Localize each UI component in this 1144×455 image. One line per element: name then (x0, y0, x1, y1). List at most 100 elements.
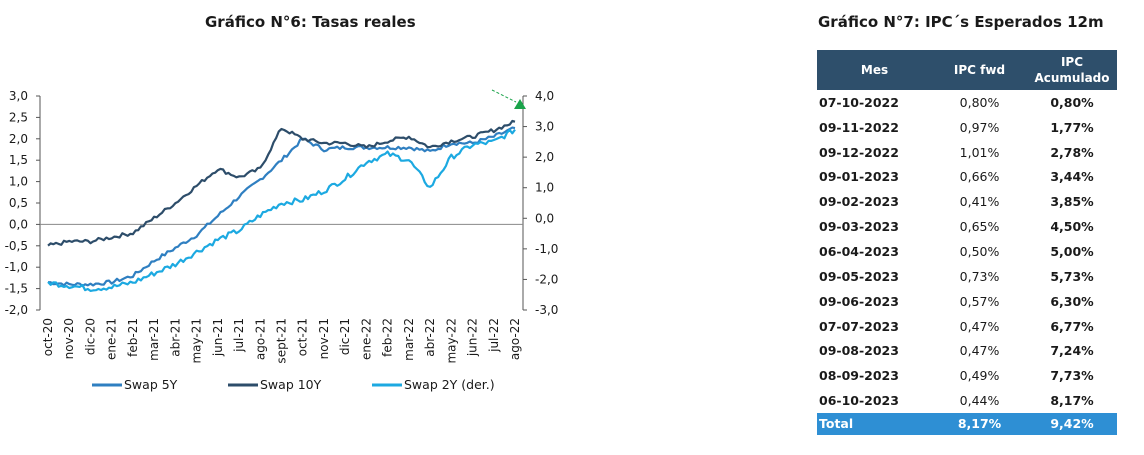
table-cell: 6,77% (1050, 318, 1094, 334)
x-tick-label: jun-22 (466, 318, 480, 357)
x-tick-label: feb-22 (381, 318, 395, 357)
table-cell: 0,44% (959, 393, 1000, 409)
table-cell: 07-07-2023 (819, 318, 899, 334)
table-cell: 5,00% (1050, 243, 1094, 259)
y-left-tick-label: -0,5 (5, 239, 28, 253)
x-tick-label: sept-21 (275, 318, 289, 364)
y-right-tick-label: -2,0 (535, 272, 558, 286)
col-ipc-acumulado-header: IPC Acumulado (1027, 50, 1117, 90)
ipc-table: Mes IPC fwd IPC Acumulado 07-10-2022 0,80% 0… (817, 50, 1117, 435)
table-cell: 0,80% (1050, 94, 1094, 110)
table-cell: 0,49% (959, 368, 1000, 384)
y-left-tick-label: -1,5 (5, 282, 28, 296)
y-left-tick-label: 0,0 (9, 217, 28, 231)
table-row: 09-11-2022 0,97% 1,77% (817, 115, 1117, 140)
x-tick-label: nov-20 (62, 318, 76, 359)
table-row: 09-06-2023 0,57% 6,30% (817, 289, 1117, 314)
chart-title: Gráfico N°6: Tasas reales (205, 13, 416, 31)
table-row: 09-05-2023 0,73% 5,73% (817, 264, 1117, 289)
table-cell: 09-03-2023 (819, 219, 899, 235)
table-cell: 0,47% (959, 343, 1000, 359)
table-header-row: Mes IPC fwd IPC Acumulado (817, 50, 1117, 90)
table-cell: 2,78% (1050, 144, 1094, 160)
table-row: 09-01-2023 0,66% 3,44% (817, 165, 1117, 190)
table-row: 07-07-2023 0,47% 6,77% (817, 314, 1117, 339)
table-row: 07-10-2022 0,80% 0,80% (817, 90, 1117, 115)
table-cell: 8,17% (1050, 393, 1094, 409)
table-cell: 09-02-2023 (819, 194, 899, 210)
table-cell: 0,73% (959, 268, 1000, 284)
table-cell: 09-12-2022 (819, 144, 899, 160)
table-cell: 0,50% (959, 243, 1000, 259)
x-tick-label: jul-22 (487, 318, 501, 353)
table-cell: 6,30% (1050, 293, 1094, 309)
line-chart: 3,0 2,5 2,0 1,5 1,0 0,5 0,0 -0,5 -1,0 -1,5 -2,0 4,0… (5, 89, 559, 392)
table-total-cell: Total (817, 412, 932, 435)
x-tick-label: feb-21 (126, 318, 140, 357)
table-cell: 09-06-2023 (819, 293, 899, 309)
x-tick-label: ene-22 (359, 318, 373, 360)
table-row: 09-02-2023 0,41% 3,85% (817, 189, 1117, 214)
legend-label: Swap 2Y (der.) (404, 377, 495, 392)
y-left-tick-label: 1,5 (9, 153, 28, 167)
table-cell: 06-04-2023 (819, 243, 899, 259)
table-row: 09-08-2023 0,47% 7,24% (817, 338, 1117, 363)
y-right-tick-label: -1,0 (535, 242, 558, 256)
table-cell: 3,44% (1050, 169, 1094, 185)
x-tick-label: abr-22 (423, 318, 437, 357)
y-left-tick-label: 3,0 (9, 89, 28, 103)
legend-label: Swap 10Y (260, 377, 322, 392)
table-cell: 3,85% (1050, 194, 1094, 210)
series-line-swap-5y (48, 126, 516, 288)
x-tick-label: may-21 (190, 318, 204, 364)
y-right-tick-label: 3,0 (535, 120, 554, 134)
table-cell: 08-09-2023 (819, 368, 899, 384)
table-cell: 0,66% (959, 169, 1000, 185)
table-total-cell: 8,17% (932, 412, 1027, 435)
y-left-tick-label: -1,0 (5, 260, 28, 274)
table-cell: 0,97% (959, 119, 1000, 135)
x-tick-label: oct-21 (296, 318, 310, 356)
y-right-tick-label: 4,0 (535, 89, 554, 103)
table-cell: 0,47% (959, 318, 1000, 334)
table-cell: 09-11-2022 (819, 119, 899, 135)
table-cell: 06-10-2023 (819, 393, 899, 409)
series-line-swap-10y (47, 119, 516, 247)
table-cell: 1,77% (1050, 119, 1094, 135)
series-line-swap-2y-der- (47, 128, 516, 292)
table-total-row: Total 8,17% 9,42% (817, 412, 1117, 435)
table-row: 06-10-2023 0,44% 8,17% (817, 388, 1117, 413)
y-left-tick-label: 2,0 (9, 132, 28, 146)
table-row: 08-09-2023 0,49% 7,73% (817, 363, 1117, 388)
table-cell: 7,73% (1050, 368, 1094, 384)
x-tick-label: jun-21 (211, 318, 225, 357)
y-left-tick-label: -2,0 (5, 303, 28, 317)
table-cell: 4,50% (1050, 219, 1094, 235)
y-right-tick-label: 2,0 (535, 150, 554, 164)
table-cell: 7,24% (1050, 343, 1094, 359)
x-tick-label: dic-21 (338, 318, 352, 355)
table-cell: 0,80% (959, 94, 1000, 110)
x-tick-label: oct-20 (41, 318, 55, 356)
y-left-tick-label: 0,5 (9, 196, 28, 210)
table-cell: 09-05-2023 (819, 268, 899, 284)
annotation-arrow-head (514, 99, 526, 109)
x-tick-label: ago-22 (508, 318, 522, 360)
x-tick-label: ene-21 (105, 318, 119, 360)
x-tick-label: ago-21 (253, 318, 267, 360)
legend-label: Swap 5Y (124, 377, 178, 392)
x-tick-label: mar-21 (147, 318, 161, 361)
x-tick-label: nov-21 (317, 318, 331, 359)
table-row: 06-04-2023 0,50% 5,00% (817, 239, 1117, 264)
y-left-tick-label: 1,0 (9, 175, 28, 189)
y-right-tick-label: 0,0 (535, 211, 554, 225)
x-tick-label: may-22 (444, 318, 458, 364)
table-title: Gráfico N°7: IPC´s Esperados 12m (818, 13, 1104, 31)
y-right-tick-label: -3,0 (535, 303, 558, 317)
y-right-tick-label: 1,0 (535, 181, 554, 195)
table-cell: 5,73% (1050, 268, 1094, 284)
x-tick-label: jul-21 (232, 318, 246, 353)
y-left-tick-label: 2,5 (9, 110, 28, 124)
x-tick-label: abr-21 (168, 318, 182, 357)
table-cell: 0,41% (959, 194, 1000, 210)
